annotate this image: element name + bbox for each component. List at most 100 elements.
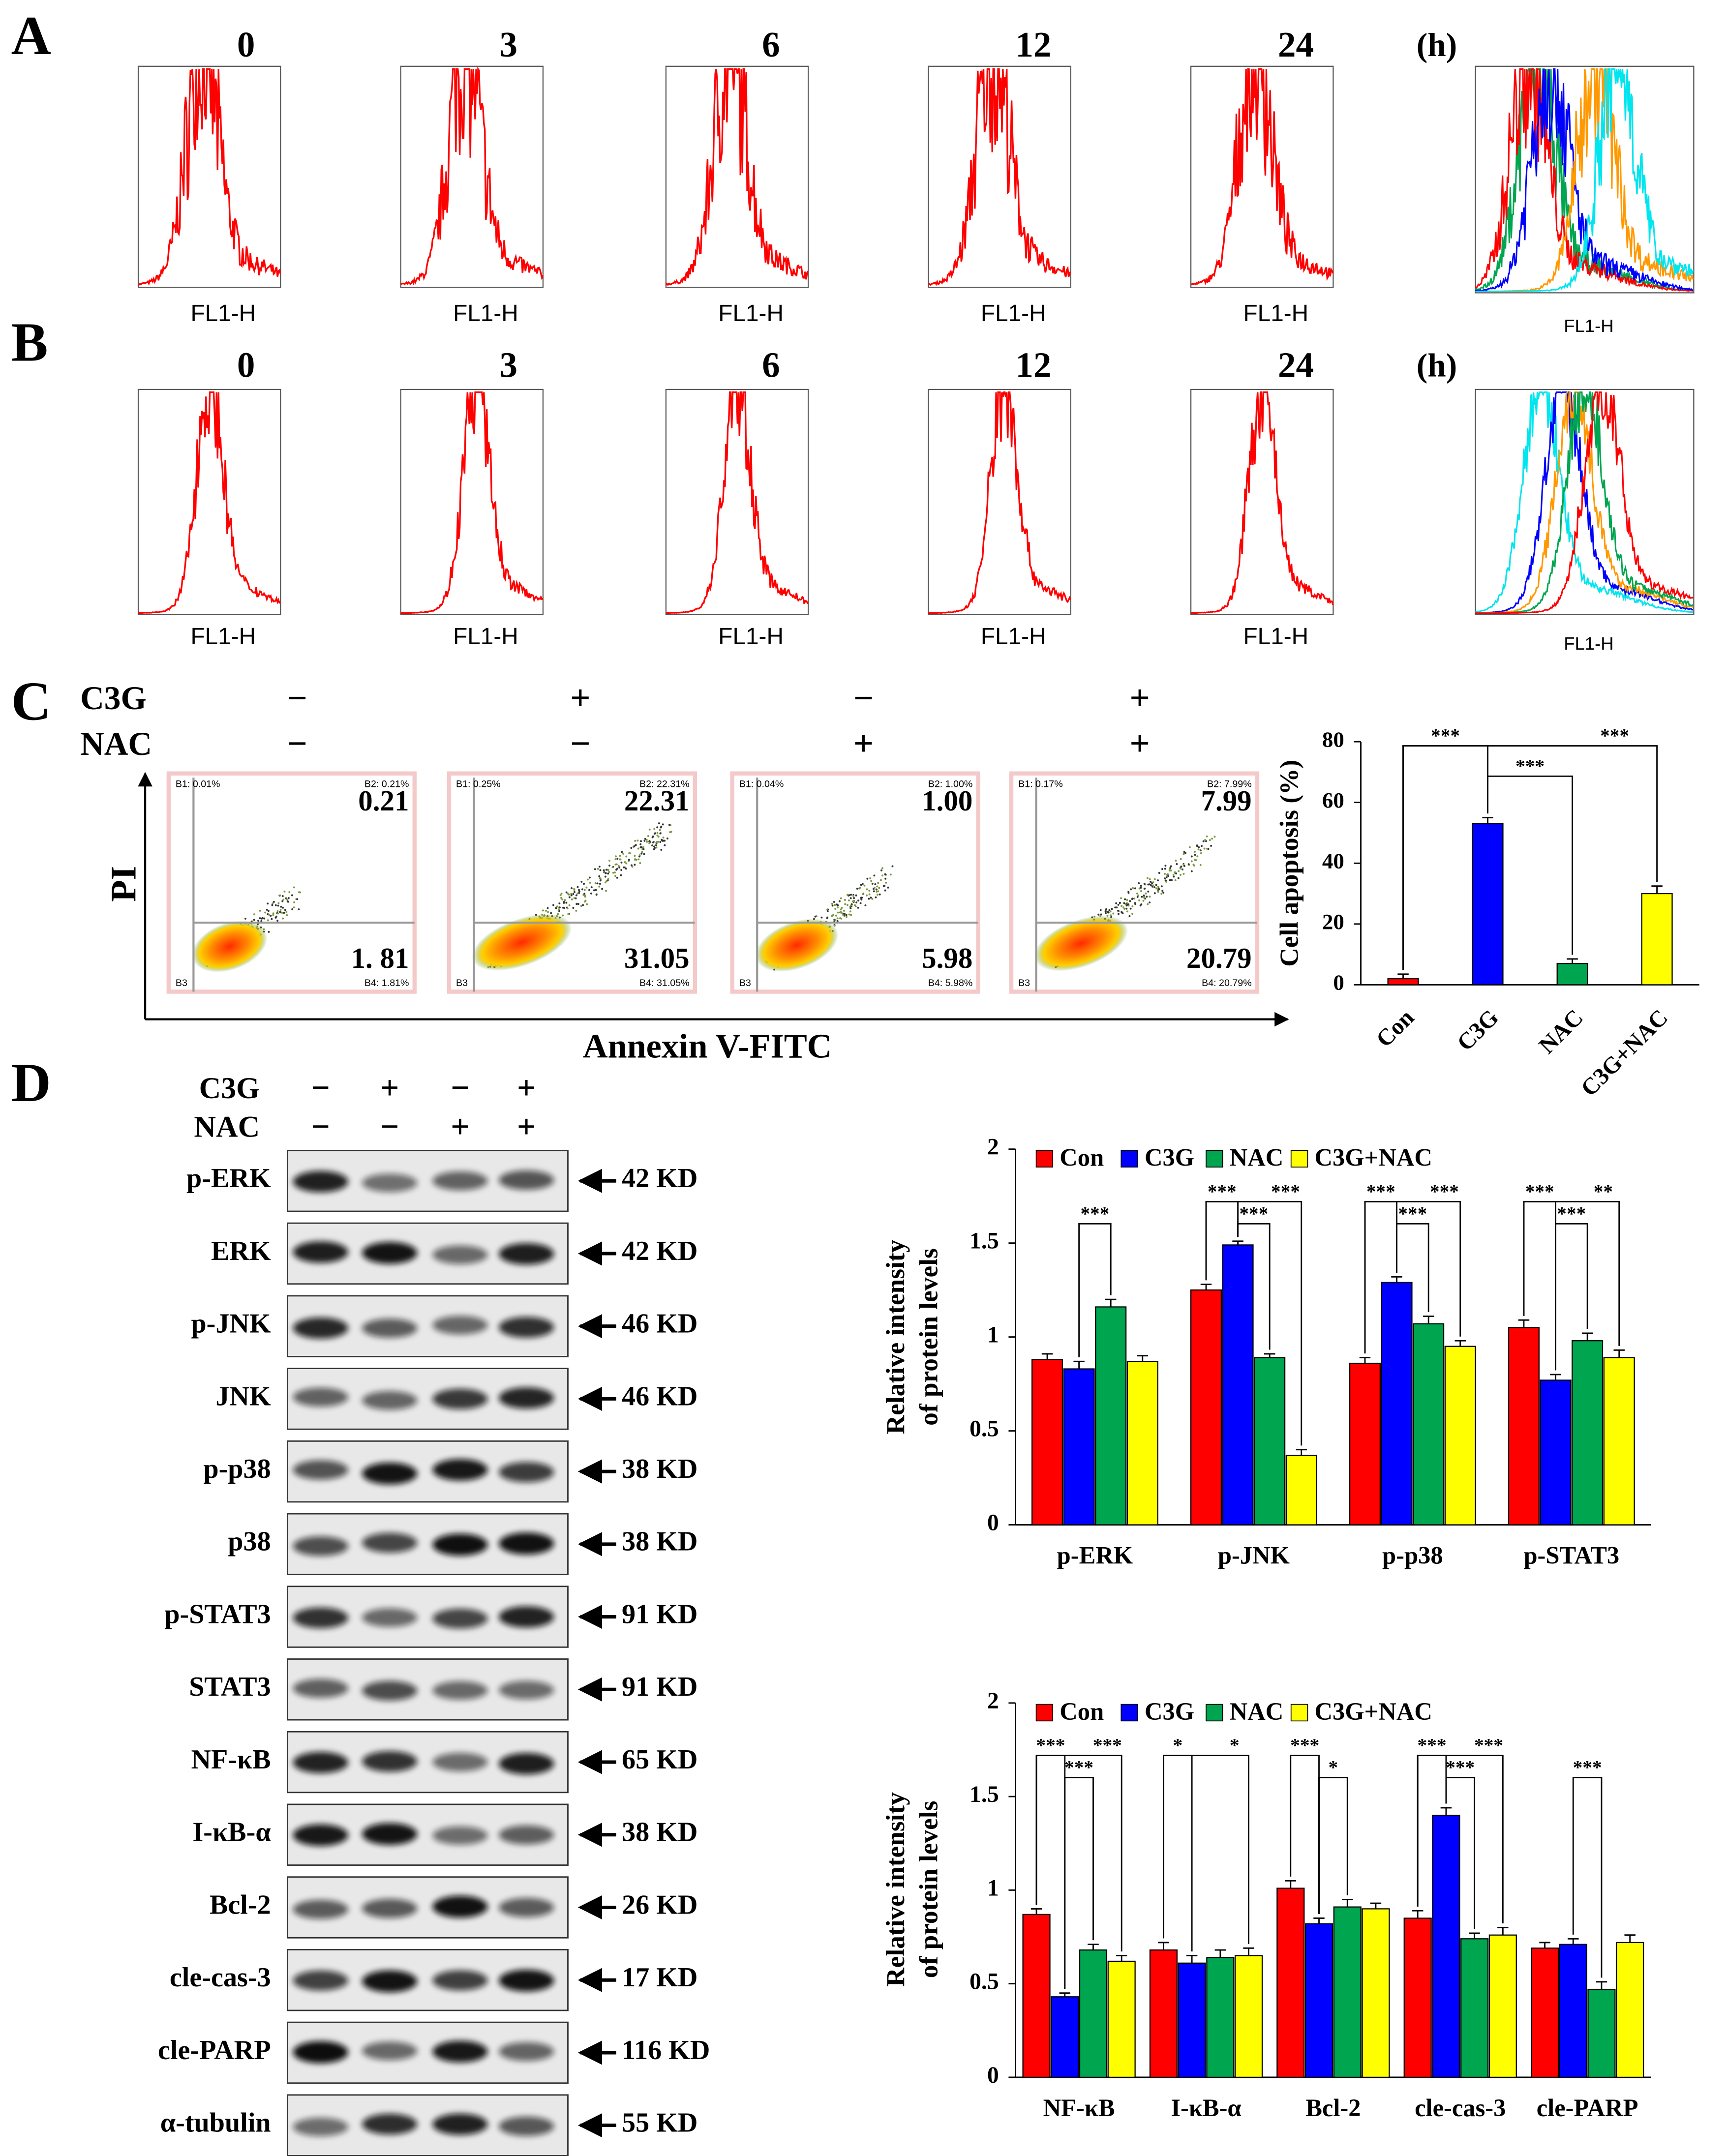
scatter-dot bbox=[624, 861, 626, 864]
scatter-dot bbox=[852, 895, 854, 897]
scatter-dot bbox=[605, 868, 607, 871]
scatter-dot bbox=[546, 907, 549, 909]
scatter-dot bbox=[605, 872, 607, 874]
error-bar bbox=[1482, 817, 1493, 824]
scatter-dot bbox=[1160, 885, 1163, 888]
significance-bracket bbox=[1205, 1200, 1303, 1446]
scatter-dot bbox=[651, 844, 654, 847]
scatter-dot bbox=[557, 913, 559, 915]
scatter-dot bbox=[1125, 907, 1128, 910]
scatter-dot bbox=[584, 895, 586, 897]
error-bar bbox=[1200, 1284, 1212, 1290]
scatter-dot bbox=[864, 904, 867, 906]
histogram-curve bbox=[665, 68, 809, 286]
bar bbox=[1022, 1914, 1051, 2078]
scatter-dot bbox=[1131, 905, 1134, 907]
scatter-dot bbox=[1183, 865, 1185, 867]
scatter-dot bbox=[1180, 858, 1182, 860]
scatter-dot bbox=[287, 900, 289, 903]
scatter-dot bbox=[625, 868, 627, 870]
scatter-dot bbox=[654, 846, 656, 849]
scatter-dot bbox=[1165, 880, 1168, 883]
blot-band bbox=[362, 1970, 418, 1993]
x-tick-label: NAC bbox=[1534, 1004, 1588, 1059]
scatter-dot bbox=[881, 874, 883, 877]
scatter-dot bbox=[1157, 891, 1159, 893]
error-bar bbox=[1412, 1910, 1424, 1918]
scatter-dot bbox=[565, 891, 568, 894]
scatter-dot bbox=[1141, 896, 1143, 898]
scatter-dot bbox=[1124, 898, 1126, 900]
histogram-curve bbox=[1190, 68, 1334, 286]
y-tick-label: 1 bbox=[987, 1875, 999, 1901]
blot-band bbox=[293, 1170, 348, 1193]
error-bar bbox=[1041, 1353, 1053, 1360]
size-label: 55 KD bbox=[622, 2108, 697, 2138]
protein-label: JNK bbox=[215, 1381, 271, 1411]
scatter-dot bbox=[857, 899, 860, 902]
time-unit: (h) bbox=[1417, 27, 1457, 63]
bar bbox=[1095, 1306, 1127, 1526]
error-bar bbox=[1397, 973, 1409, 979]
scatter-dot bbox=[576, 892, 579, 895]
error-bar bbox=[1088, 1944, 1099, 1950]
significance-label: * bbox=[1230, 1735, 1240, 1756]
scatter-dot bbox=[854, 904, 856, 906]
treatment-sign: − bbox=[570, 723, 591, 763]
scatter-dot bbox=[1161, 890, 1164, 892]
bar bbox=[1304, 1923, 1333, 2078]
legend-swatch bbox=[1121, 1150, 1138, 1168]
quadrant-label: B2: 7.99% bbox=[1207, 779, 1252, 789]
scatter-dot bbox=[1156, 888, 1159, 891]
scatter-dot bbox=[572, 907, 575, 909]
bar bbox=[1381, 1282, 1413, 1526]
scatter-dot bbox=[1174, 879, 1177, 881]
blot-band bbox=[499, 1825, 554, 1845]
scatter-dot bbox=[1170, 869, 1172, 872]
treatment-sign: − bbox=[311, 1108, 330, 1145]
significance-bracket bbox=[1445, 1777, 1476, 1929]
scatter-dot bbox=[837, 904, 839, 906]
bar bbox=[1603, 1357, 1635, 1526]
scatter-dot bbox=[558, 910, 561, 912]
scatter-dot bbox=[667, 838, 668, 839]
scatter-dot bbox=[865, 894, 868, 897]
scatter-dot bbox=[625, 855, 628, 858]
significance-label: * bbox=[1329, 1757, 1338, 1778]
y-tick-label: 1.5 bbox=[970, 1228, 999, 1254]
scatter-dot bbox=[244, 917, 246, 920]
scatter-dot bbox=[849, 904, 852, 907]
bar bbox=[1559, 1944, 1587, 2078]
x-tick-label: p-p38 bbox=[1382, 1542, 1443, 1569]
scatter-dot bbox=[1169, 867, 1172, 869]
significance-bracket bbox=[1163, 1755, 1249, 1944]
scatter-dot bbox=[668, 824, 670, 826]
significance-label: *** bbox=[1474, 1735, 1503, 1756]
scatter-dot bbox=[670, 831, 672, 833]
scatter-dot bbox=[659, 841, 662, 843]
significance-bracket bbox=[1318, 1777, 1348, 1915]
blot-band bbox=[362, 1173, 418, 1192]
scatter-dot bbox=[1129, 907, 1132, 910]
y-tick-label: 2 bbox=[987, 1688, 999, 1714]
scatter-dot bbox=[875, 888, 878, 891]
scatter-dot bbox=[1130, 888, 1132, 891]
bar bbox=[1587, 1988, 1616, 2078]
treatment-sign: − bbox=[287, 678, 307, 718]
scatter-dot bbox=[1143, 895, 1145, 897]
scatter-dot bbox=[639, 846, 642, 848]
blot-band bbox=[432, 1895, 488, 1918]
scatter-dot bbox=[1183, 851, 1185, 853]
histogram-curve bbox=[1475, 68, 1693, 292]
significance-bracket bbox=[1417, 1755, 1504, 1924]
significance-label: *** bbox=[1515, 755, 1545, 777]
scatter-dot bbox=[846, 894, 848, 896]
scatter-dot bbox=[1190, 870, 1193, 872]
scatter-dot bbox=[561, 898, 564, 900]
quadrant-value: 22.31 bbox=[624, 784, 690, 817]
bar bbox=[1530, 1947, 1559, 2078]
scatter-dot bbox=[555, 907, 557, 909]
x-tick-label: Bcl-2 bbox=[1305, 2094, 1361, 2122]
error-bar bbox=[1497, 1927, 1509, 1935]
